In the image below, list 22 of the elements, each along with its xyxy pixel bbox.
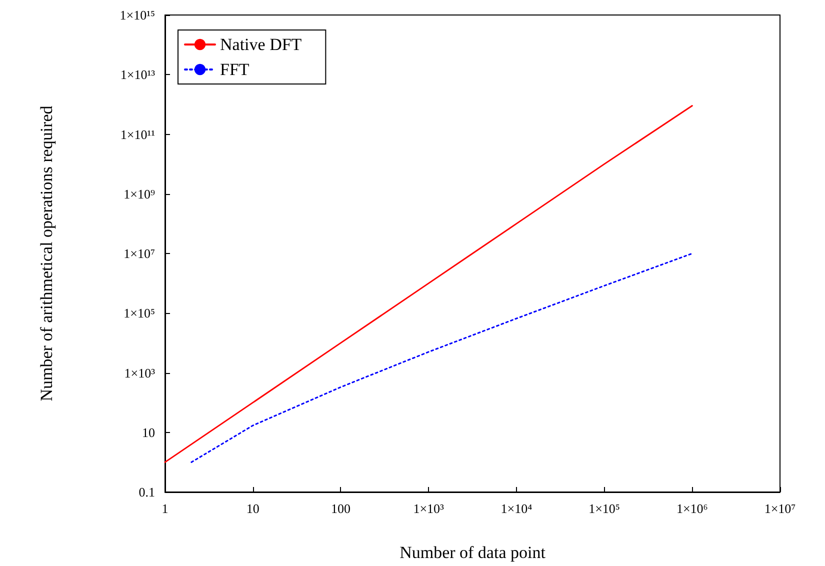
y-tick-label: 0.1	[138, 484, 155, 500]
y-tick-label: 1×10⁵	[124, 306, 155, 321]
y-tick-label: 1×10⁷	[124, 246, 155, 261]
x-tick-label: 1×10⁴	[500, 501, 533, 516]
x-tick-label: 1	[162, 501, 168, 516]
x-tick-label: 1×10⁶	[676, 501, 708, 516]
x-axis-title: Number of data point	[400, 543, 546, 562]
x-tick-label: 1×10⁷	[764, 501, 796, 516]
line-series	[164, 105, 693, 463]
legend-label: Native DFT	[220, 35, 302, 54]
y-tick-label: 1×10¹³	[120, 67, 156, 82]
y-axis-title: Number of arithmetical operations required	[37, 105, 56, 402]
y-tick-label: 10	[142, 424, 155, 440]
x-tick-label: 1×10⁵	[588, 501, 620, 516]
legend-label: FFT	[220, 60, 250, 79]
y-tick-label: 1×10¹⁵	[120, 8, 155, 22]
x-tick-label: 10	[246, 501, 260, 516]
x-tick-label: 1×10³	[413, 501, 444, 516]
y-tick-label: 1×10³	[124, 365, 156, 380]
x-tick-label: 100	[330, 501, 350, 516]
y-tick-label: 1×10⁹	[124, 186, 156, 202]
y-tick-label: 1×10¹¹	[120, 126, 156, 142]
